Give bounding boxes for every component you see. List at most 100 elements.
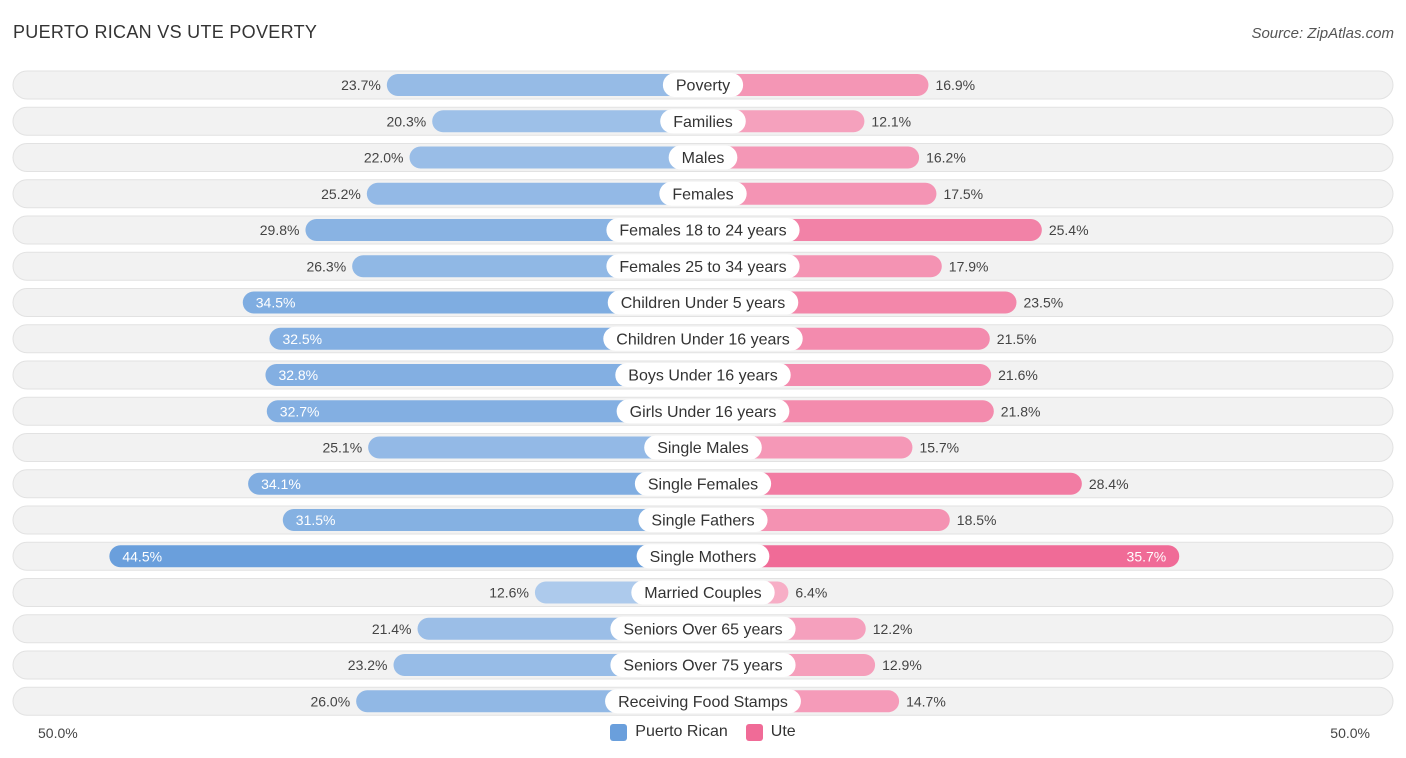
bar-puerto-rican-single-males[interactable]: [368, 436, 703, 459]
bar-puerto-rican-children-under-16-years[interactable]: [269, 327, 703, 350]
axis-right-label: 50.0%: [1330, 725, 1370, 741]
legend-label-puerto-rican: Puerto Rican: [635, 723, 728, 740]
value-label-ute-families: 12.1%: [871, 113, 911, 129]
value-label-puerto-rican-females-18-to-24-years: 29.8%: [260, 222, 300, 238]
category-label-girls-under-16-years: Girls Under 16 years: [630, 404, 777, 421]
category-label-children-under-16-years: Children Under 16 years: [616, 331, 789, 348]
category-label-married-couples: Married Couples: [644, 585, 761, 602]
value-label-ute-married-couples: 6.4%: [795, 585, 827, 601]
value-label-puerto-rican-single-mothers: 44.5%: [122, 548, 162, 564]
category-pill-seniors-over-65-years: [610, 616, 796, 641]
value-label-ute-males: 16.2%: [926, 150, 966, 166]
value-label-puerto-rican-single-males: 25.1%: [322, 440, 362, 456]
diverging-bar-chart: 23.7% 16.9% Poverty 20.3% 12.1% Families 22.0%…: [12, 70, 1394, 716]
bar-ute-single-females[interactable]: [703, 472, 1082, 495]
category-pill-females-25-to-34-years: [606, 254, 800, 279]
value-label-puerto-rican-children-under-5-years: 34.5%: [256, 295, 296, 311]
source-credit: Source: ZipAtlas.com: [1251, 25, 1394, 42]
bar-puerto-rican-single-fathers[interactable]: [282, 509, 703, 531]
value-label-ute-females: 17.5%: [943, 186, 983, 202]
value-label-puerto-rican-receiving-food-stamps: 26.0%: [310, 693, 350, 709]
legend-swatch-ute: [745, 723, 763, 741]
value-label-ute-girls-under-16-years: 21.8%: [1001, 403, 1041, 419]
value-label-ute-females-18-to-24-years: 25.4%: [1049, 222, 1089, 238]
bar-ute-poverty[interactable]: [703, 74, 929, 96]
bar-puerto-rican-females[interactable]: [366, 182, 703, 205]
legend-item-puerto-rican: Puerto Rican: [610, 723, 728, 741]
category-label-single-females: Single Females: [648, 476, 758, 493]
category-label-single-mothers: Single Mothers: [650, 549, 757, 566]
bar-ute-males[interactable]: [703, 146, 920, 169]
value-label-ute-single-fathers: 18.5%: [957, 512, 997, 528]
value-label-puerto-rican-poverty: 23.7%: [341, 77, 381, 93]
value-label-puerto-rican-seniors-over-75-years: 23.2%: [348, 657, 388, 673]
category-label-seniors-over-75-years: Seniors Over 75 years: [623, 658, 782, 675]
category-label-boys-under-16-years: Boys Under 16 years: [628, 368, 777, 385]
value-label-puerto-rican-males: 22.0%: [364, 150, 404, 166]
value-label-ute-single-males: 15.7%: [919, 440, 959, 456]
category-pill-single-females: [634, 471, 772, 496]
category-pill-single-fathers: [638, 508, 768, 532]
category-pill-seniors-over-75-years: [610, 653, 796, 677]
value-label-puerto-rican-females: 25.2%: [321, 186, 361, 202]
category-label-poverty: Poverty: [676, 78, 730, 95]
value-label-puerto-rican-seniors-over-65-years: 21.4%: [372, 621, 412, 637]
bar-ute-females[interactable]: [703, 182, 937, 205]
category-pill-single-males: [644, 435, 762, 460]
value-label-ute-children-under-16-years: 21.5%: [997, 331, 1037, 347]
axis-left-label: 50.0%: [38, 725, 78, 741]
category-pill-children-under-16-years: [603, 326, 803, 351]
legend-label-ute: Ute: [770, 723, 796, 740]
category-label-females: Females: [672, 186, 733, 203]
category-pill-children-under-5-years: [607, 290, 799, 315]
legend: Puerto Rican Ute: [0, 723, 1406, 741]
value-label-ute-single-mothers: 35.7%: [1127, 548, 1167, 564]
value-label-puerto-rican-girls-under-16-years: 32.7%: [280, 403, 320, 419]
value-label-puerto-rican-females-25-to-34-years: 26.3%: [306, 258, 346, 274]
category-pill-females: [659, 181, 747, 206]
value-label-puerto-rican-boys-under-16-years: 32.8%: [278, 367, 318, 383]
category-pill-poverty: [662, 73, 744, 97]
category-pill-single-mothers: [636, 544, 770, 569]
value-label-ute-seniors-over-75-years: 12.9%: [882, 657, 922, 673]
category-label-children-under-5-years: Children Under 5 years: [621, 295, 786, 312]
value-label-puerto-rican-single-females: 34.1%: [261, 476, 301, 492]
category-pill-males: [668, 145, 738, 170]
value-label-ute-children-under-5-years: 23.5%: [1023, 295, 1063, 311]
value-label-ute-boys-under-16-years: 21.6%: [998, 367, 1038, 383]
bar-puerto-rican-males[interactable]: [409, 146, 703, 169]
category-label-single-fathers: Single Fathers: [651, 513, 754, 530]
value-label-ute-seniors-over-65-years: 12.2%: [873, 621, 913, 637]
bar-puerto-rican-children-under-5-years[interactable]: [242, 291, 703, 314]
bar-puerto-rican-single-mothers[interactable]: [109, 545, 704, 568]
category-pill-married-couples: [631, 580, 775, 605]
category-label-females-25-to-34-years: Females 25 to 34 years: [619, 259, 786, 276]
value-label-puerto-rican-children-under-16-years: 32.5%: [282, 331, 322, 347]
category-label-males: Males: [682, 150, 725, 167]
category-pill-females-18-to-24-years: [606, 218, 800, 242]
bar-puerto-rican-poverty[interactable]: [386, 74, 703, 96]
bar-puerto-rican-girls-under-16-years[interactable]: [266, 400, 703, 423]
bar-puerto-rican-families[interactable]: [432, 110, 703, 133]
category-label-families: Families: [673, 114, 733, 131]
bar-puerto-rican-boys-under-16-years[interactable]: [265, 364, 703, 386]
legend-swatch-puerto-rican: [610, 723, 628, 741]
value-label-ute-single-females: 28.4%: [1089, 476, 1129, 492]
value-label-puerto-rican-families: 20.3%: [386, 113, 426, 129]
value-label-ute-females-25-to-34-years: 17.9%: [949, 258, 989, 274]
category-pill-families: [660, 109, 746, 134]
value-label-ute-receiving-food-stamps: 14.7%: [906, 693, 946, 709]
category-label-receiving-food-stamps: Receiving Food Stamps: [618, 694, 788, 711]
bar-puerto-rican-females-18-to-24-years[interactable]: [305, 219, 703, 241]
value-label-ute-poverty: 16.9%: [935, 77, 975, 93]
category-label-females-18-to-24-years: Females 18 to 24 years: [619, 223, 786, 240]
category-pill-girls-under-16-years: [616, 399, 790, 424]
bar-ute-single-mothers[interactable]: [703, 545, 1180, 568]
legend-item-ute: Ute: [745, 723, 796, 741]
category-label-seniors-over-65-years: Seniors Over 65 years: [623, 621, 782, 638]
category-pill-boys-under-16-years: [615, 363, 791, 387]
value-label-puerto-rican-married-couples: 12.6%: [489, 585, 529, 601]
chart-title: PUERTO RICAN VS UTE POVERTY: [13, 22, 318, 42]
bar-puerto-rican-single-females[interactable]: [248, 472, 703, 495]
category-pill-receiving-food-stamps: [605, 689, 801, 714]
